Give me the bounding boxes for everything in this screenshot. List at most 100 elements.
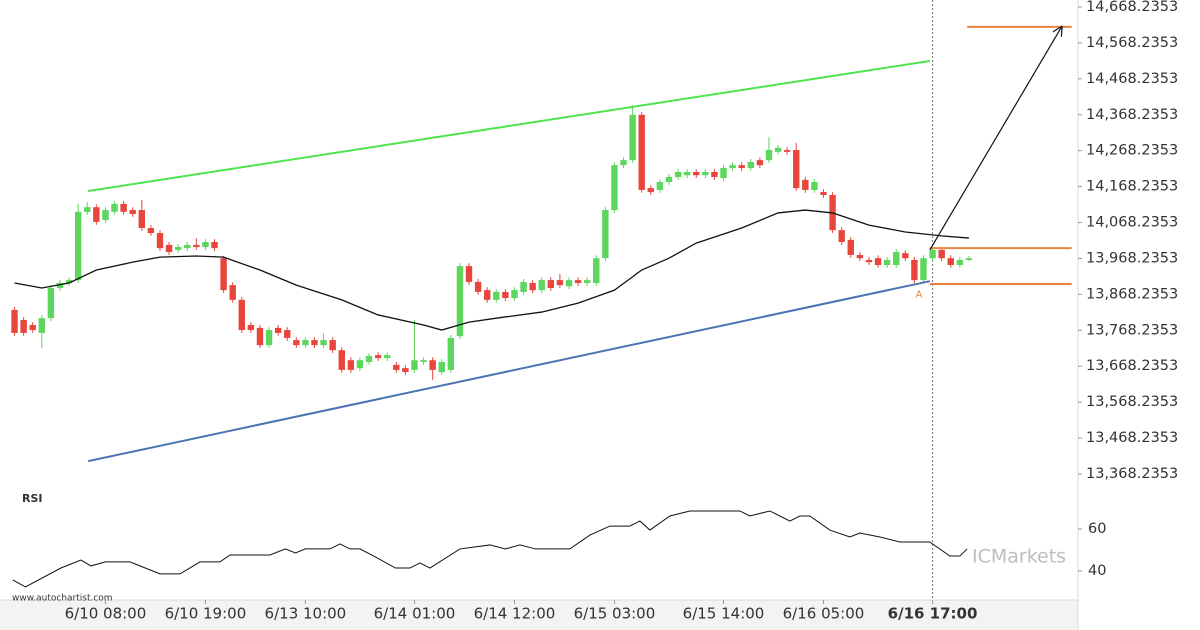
candle-body <box>683 171 691 176</box>
candle-body <box>938 249 945 259</box>
rsi-tick-label: 60 <box>1088 521 1106 537</box>
candle-body <box>911 259 918 281</box>
candle-body <box>902 253 909 259</box>
candle-body <box>338 350 345 370</box>
candle-body <box>774 147 782 152</box>
y-tick-label: 13,868.2353 <box>1086 286 1178 302</box>
candle-body <box>29 325 36 331</box>
y-tick-label: 13,968.2353 <box>1086 250 1178 266</box>
candle-body <box>56 282 64 289</box>
y-tick-label: 14,068.2353 <box>1086 215 1178 231</box>
y-tick-label: 13,768.2353 <box>1086 322 1178 338</box>
candle-body <box>311 340 318 346</box>
candle-body <box>229 285 236 300</box>
candle-body <box>629 114 636 161</box>
candle-body <box>38 318 46 333</box>
candle-body <box>565 280 573 287</box>
candle-body <box>438 362 445 373</box>
candle-body <box>165 244 173 253</box>
y-tick-label: 14,168.2353 <box>1086 179 1178 195</box>
candle-body <box>720 168 727 179</box>
y-tick-label: 13,668.2353 <box>1086 358 1178 374</box>
candle-body <box>111 203 118 212</box>
candle-body <box>529 282 536 291</box>
candle-body <box>638 114 645 190</box>
candle-body <box>893 252 900 266</box>
candle-body <box>947 258 954 266</box>
candle-body <box>783 150 791 152</box>
candle-body <box>184 244 191 249</box>
candle-body <box>256 327 264 346</box>
watermark: ICMarkets <box>972 546 1066 568</box>
candle-body <box>174 247 182 250</box>
candle-body <box>420 360 427 363</box>
candle-body <box>583 280 591 283</box>
rsi-line <box>12 510 968 588</box>
candle-body <box>120 203 127 212</box>
candle-body <box>647 188 654 193</box>
x-tick-label: 6/16 05:00 <box>783 605 865 623</box>
candle-body <box>483 290 491 300</box>
candle-body <box>202 242 209 248</box>
candle-body <box>702 171 709 176</box>
source: www.autochartist.com <box>12 594 113 604</box>
candle-body <box>356 360 364 369</box>
candle-body <box>811 182 818 190</box>
candle-body <box>47 288 55 319</box>
candle-body <box>238 299 245 331</box>
y-tick-label: 14,368.2353 <box>1086 107 1178 123</box>
x-tick-label: 6/15 14:00 <box>683 605 765 623</box>
candle-body <box>384 355 391 359</box>
candle-body <box>74 211 82 281</box>
y-tick-label: 14,468.2353 <box>1086 71 1178 87</box>
candle-body <box>920 258 927 281</box>
candle-body <box>284 330 291 338</box>
candle-body <box>411 360 418 370</box>
candle-body <box>11 309 18 333</box>
candle-body <box>874 258 882 266</box>
candle-body <box>302 340 309 346</box>
candle-body <box>265 330 273 346</box>
candle-body <box>593 258 600 283</box>
y-tick-label: 14,668.2353 <box>1086 0 1178 15</box>
candle-body <box>138 210 145 229</box>
candle-body <box>511 290 518 299</box>
candle-body <box>547 280 555 289</box>
candle-body <box>193 244 200 248</box>
moving-average <box>14 209 969 331</box>
y-tick-label: 14,568.2353 <box>1086 35 1178 51</box>
candle-body <box>929 249 936 259</box>
candle-body <box>274 327 282 333</box>
x-tick-label: 6/16 17:00 <box>888 605 978 623</box>
candle-body <box>247 325 255 331</box>
candle-body <box>502 291 509 299</box>
candle-body <box>838 230 845 243</box>
x-tick-label: 6/13 10:00 <box>265 605 347 623</box>
candle-body <box>956 259 964 266</box>
x-tick-label: 6/10 19:00 <box>165 605 247 623</box>
forecast-arrow <box>929 27 1062 251</box>
candle-body <box>802 179 809 190</box>
candle-body <box>556 280 564 286</box>
trend-line <box>87 280 931 463</box>
candle-body <box>620 160 627 166</box>
x-tick-label: 6/14 12:00 <box>474 605 556 623</box>
y-tick-label: 14,268.2353 <box>1086 143 1178 159</box>
candle-body <box>847 239 854 255</box>
candle-body <box>347 360 355 370</box>
candle-body <box>393 364 400 370</box>
candle-body <box>220 258 227 291</box>
candle-body <box>674 171 682 177</box>
x-tick-label: 6/14 01:00 <box>374 605 456 623</box>
candle-body <box>656 182 664 190</box>
candle-body <box>456 266 464 337</box>
candle-body <box>574 280 582 283</box>
candle-body <box>465 266 473 282</box>
candle-body <box>602 210 609 259</box>
candle-body <box>856 254 864 259</box>
candle-body <box>965 258 973 260</box>
candle-body <box>65 280 73 283</box>
y-tick-label: 13,368.2353 <box>1086 466 1178 482</box>
x-tick-label: 6/15 03:00 <box>574 605 656 623</box>
